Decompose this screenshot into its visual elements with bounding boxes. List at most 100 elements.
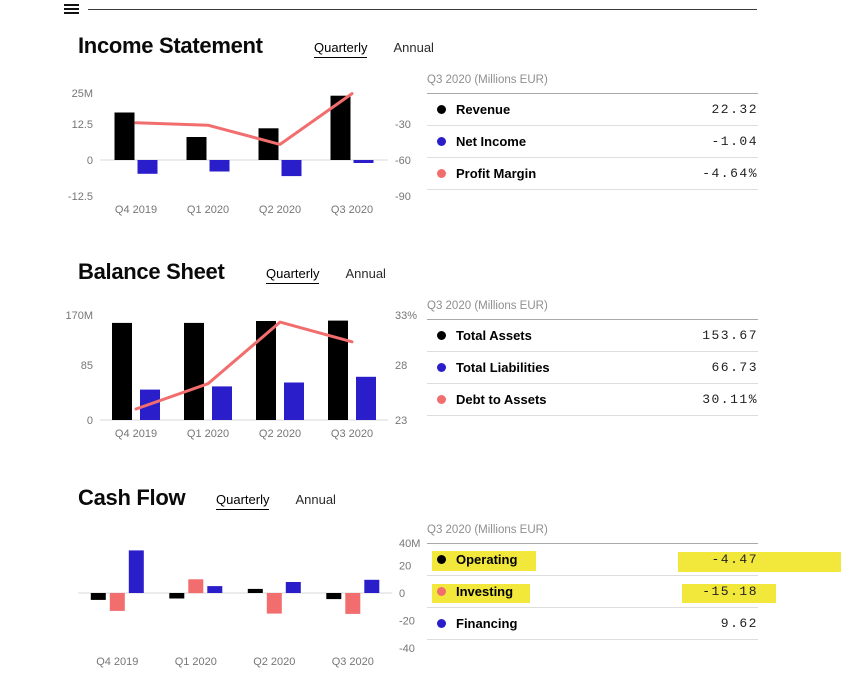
bar [169,593,185,599]
tab-annual[interactable]: Annual [295,492,336,507]
x-axis-tick: Q4 2019 [96,656,138,668]
row-total-liabilities: Total Liabilities 66.73 [427,352,758,384]
tab-quarterly[interactable]: Quarterly [216,492,270,510]
bar [258,128,279,160]
row-net-income: Net Income -1.04 [427,126,758,158]
x-axis-tick: Q1 2020 [187,428,229,440]
profit-margin-value: -4.64% [702,166,758,181]
row-operating: Operating -4.47 [427,544,758,576]
x-axis-tick: Q3 2020 [331,428,373,440]
y-axis-tick-right: -20 [399,616,415,628]
y-axis-tick-right: 20 [399,561,411,573]
trend-line [134,320,354,411]
y-axis-tick-left: 12.5 [72,119,93,131]
total-assets-label: Total Assets [456,328,532,343]
bar [364,579,380,593]
financing-label: Financing [456,616,518,631]
bar [281,160,302,177]
investing-label: Investing [456,584,514,599]
bar [356,376,376,420]
profit-margin-series-dot [437,169,446,178]
row-investing: Investing -15.18 [427,576,758,608]
x-axis-tick: Q4 2019 [115,428,157,440]
y-axis-tick-left: 85 [81,360,93,372]
x-axis-tick: Q3 2020 [331,204,373,216]
cash-flow-chart: 40M 20 0 -20 -40 Q4 2019 Q1 2020 Q2 2020 Q3 2020 [58,538,438,670]
debt-to-assets-label: Debt to Assets [456,392,547,407]
y-axis-tick-left: -12.5 [68,191,93,203]
y-axis-tick-right: 40M [399,538,420,550]
y-axis-tick-right: 23 [395,415,407,427]
tab-quarterly[interactable]: Quarterly [266,266,320,284]
cash-flow-title: Cash Flow [78,485,186,510]
tab-annual[interactable]: Annual [345,266,386,281]
tab-quarterly[interactable]: Quarterly [314,40,368,58]
balance-sheet-tabs: Quarterly Annual [266,266,386,284]
x-axis-tick: Q2 2020 [253,656,295,668]
highlight-operating-label [432,551,536,571]
income-statement-tabs: Quarterly Annual [314,40,434,58]
x-axis-tick: Q1 2020 [187,204,229,216]
y-axis-tick-right: -30 [395,119,411,131]
bar [284,382,304,420]
highlight-investing-label [432,584,530,603]
balance-summary-panel: Q3 2020 (Millions EUR) Total Assets 153.… [427,300,758,416]
total-assets-series-dot [437,331,446,340]
debt-to-assets-series-dot [437,395,446,404]
cash-flow-summary-panel: Q3 2020 (Millions EUR) Operating -4.47 I… [427,524,758,640]
operating-label: Operating [456,552,518,567]
income-statement-title: Income Statement [78,33,263,58]
bar [247,588,263,593]
tab-annual[interactable]: Annual [393,40,434,55]
y-axis-tick-left: 0 [87,155,93,167]
balance-sheet-chart: 170M 85 0 33% 28 23 Q4 2019 Q1 2020 Q2 2020 Q3 20… [58,310,420,442]
bar [212,386,232,420]
bar [266,593,282,614]
x-axis-tick: Q3 2020 [332,656,374,668]
y-axis-tick-right: 33% [395,310,417,322]
investing-value: -15.18 [702,584,758,599]
bar [353,160,374,163]
bar [114,112,135,160]
total-assets-value: 153.67 [702,328,758,343]
y-axis-tick-left: 0 [87,415,93,427]
total-liabilities-series-dot [437,363,446,372]
operating-series-dot [437,555,446,564]
bar [207,586,223,593]
bar [137,160,158,174]
highlight-investing-value [682,584,776,603]
trend-line [134,92,354,146]
total-liabilities-value: 66.73 [711,360,758,375]
operating-value: -4.47 [711,552,758,567]
y-axis-tick-right: 28 [395,360,407,372]
profit-margin-label: Profit Margin [456,166,537,181]
bar [184,322,204,420]
bar [188,579,204,594]
bar [345,593,361,614]
cash-flow-period-header: Q3 2020 (Millions EUR) [427,524,548,536]
revenue-value: 22.32 [711,102,758,117]
y-axis-tick-right: -60 [395,155,411,167]
x-axis-tick: Q2 2020 [259,428,301,440]
income-summary-panel: Q3 2020 (Millions EUR) Revenue 22.32 Net… [427,74,758,190]
revenue-label: Revenue [456,102,511,117]
balance-period-header: Q3 2020 (Millions EUR) [427,300,548,312]
x-axis-tick: Q2 2020 [259,204,301,216]
investing-series-dot [437,587,446,596]
bar [186,137,207,160]
row-profit-margin: Profit Margin -4.64% [427,158,758,190]
bar [285,582,301,593]
bar [330,95,351,160]
balance-sheet-title: Balance Sheet [78,259,225,284]
row-revenue: Revenue 22.32 [427,94,758,126]
y-axis-tick-right: 0 [399,588,405,600]
row-debt-to-assets: Debt to Assets 30.11% [427,384,758,416]
x-axis-tick: Q4 2019 [115,204,157,216]
menu-icon[interactable] [64,4,79,16]
bar [112,322,132,420]
top-divider [88,9,757,10]
row-financing: Financing 9.62 [427,608,758,640]
x-axis-tick: Q1 2020 [175,656,217,668]
net-income-series-dot [437,137,446,146]
debt-to-assets-value: 30.11% [702,392,758,407]
